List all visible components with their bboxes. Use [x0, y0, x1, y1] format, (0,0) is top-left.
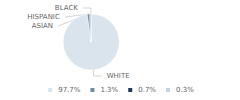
svg-text:1.3%: 1.3%: [100, 86, 118, 94]
svg-text:BLACK: BLACK: [55, 4, 78, 12]
svg-text:0.3%: 0.3%: [176, 86, 194, 94]
svg-text:HISPANIC: HISPANIC: [27, 13, 60, 21]
svg-text:97.7%: 97.7%: [58, 86, 81, 94]
svg-text:0.7%: 0.7%: [138, 86, 156, 94]
svg-text:ASIAN: ASIAN: [32, 22, 53, 30]
svg-text:WHITE: WHITE: [107, 72, 130, 80]
